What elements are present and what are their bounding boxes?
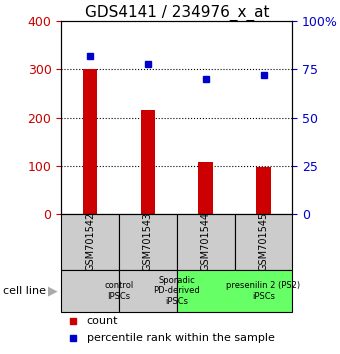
Text: control
IPSCs: control IPSCs — [104, 281, 134, 301]
Title: GDS4141 / 234976_x_at: GDS4141 / 234976_x_at — [85, 5, 269, 21]
Bar — [177, 214, 235, 270]
Bar — [141, 110, 155, 214]
Text: count: count — [87, 316, 118, 326]
Text: GSM701545: GSM701545 — [258, 212, 269, 272]
Bar — [235, 214, 292, 270]
Text: presenilin 2 (PS2)
iPSCs: presenilin 2 (PS2) iPSCs — [226, 281, 301, 301]
Bar — [119, 270, 177, 312]
Text: GSM701542: GSM701542 — [85, 212, 95, 272]
Bar — [61, 214, 119, 270]
Text: ▶: ▶ — [48, 284, 57, 297]
Bar — [256, 167, 271, 214]
Bar — [119, 214, 177, 270]
Bar — [177, 270, 292, 312]
Text: Sporadic
PD-derived
iPSCs: Sporadic PD-derived iPSCs — [153, 276, 200, 306]
Text: percentile rank within the sample: percentile rank within the sample — [87, 333, 274, 343]
Bar — [61, 270, 119, 312]
Bar — [83, 69, 97, 214]
Text: GSM701544: GSM701544 — [201, 212, 211, 272]
Text: GSM701543: GSM701543 — [143, 212, 153, 272]
Text: cell line: cell line — [3, 286, 46, 296]
Bar — [199, 162, 213, 214]
